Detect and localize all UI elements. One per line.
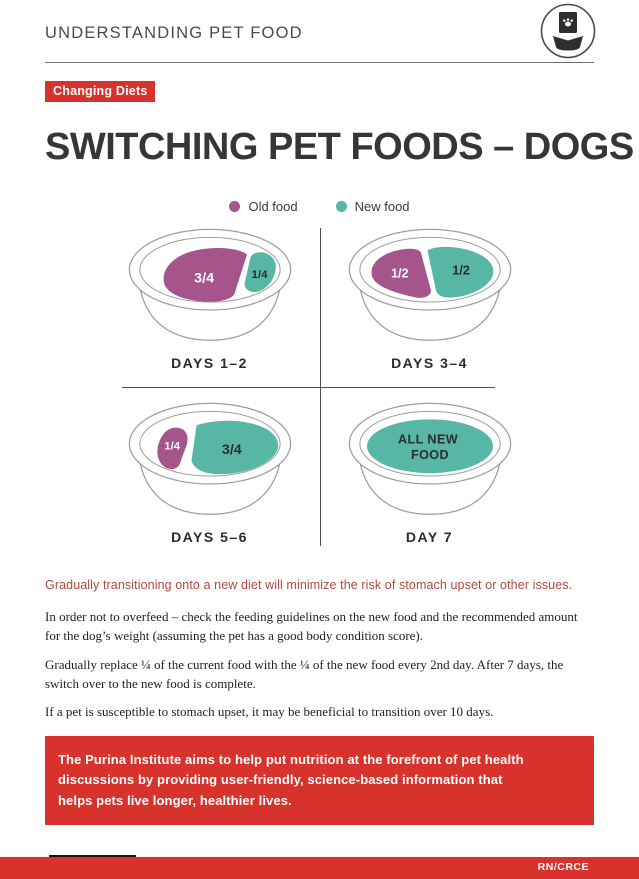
new-fraction-label: 1/2 (452, 264, 470, 278)
all-new-food-label: ALL NEW FOOD (398, 433, 462, 462)
bowl-label: DAYS 3–4 (391, 355, 468, 371)
body-copy: In order not to overfeed – check the fee… (45, 608, 594, 722)
footer-bar: RN/CRCE (0, 857, 639, 879)
bowl-illustration: 1/2 1/2 (348, 228, 511, 341)
bowl-illustration: 3/4 1/4 (128, 228, 291, 341)
new-fraction-label: 3/4 (221, 442, 241, 458)
callout-box: The Purina Institute aims to help put nu… (45, 736, 594, 825)
new-fraction-label: 1/4 (251, 269, 267, 281)
lead-text: Gradually transitioning onto a new diet … (45, 578, 573, 592)
page-title: SWITCHING PET FOODS – DOGS (45, 126, 634, 168)
new-food-portion (426, 246, 493, 298)
body-paragraph: Gradually replace ¼ of the current food … (45, 656, 564, 691)
bowl-diagram-days-3-4: 1/2 1/2 DAYS 3–4 (320, 226, 540, 374)
legend: Old food New food (0, 199, 639, 214)
new-food-portion (243, 252, 276, 293)
bowl-label: DAYS 1–2 (171, 355, 248, 371)
old-food-portion (370, 248, 431, 298)
body-paragraph: If a pet is susceptible to stomach upset… (45, 704, 494, 720)
section-badge: Changing Diets (45, 81, 156, 102)
old-fraction-label: 1/4 (164, 441, 180, 453)
legend-item-new-food: New food (335, 199, 410, 214)
body-paragraph: In order not to overfeed – check the fee… (45, 609, 578, 643)
header-divider (45, 62, 594, 63)
new-food-portion (366, 419, 493, 474)
old-food-portion (163, 248, 247, 302)
header-title: UNDERSTANDING PET FOOD (45, 24, 303, 42)
bowl-illustration: 1/4 3/4 (128, 402, 291, 515)
old-food-swatch-icon (229, 201, 241, 212)
old-fraction-label: 1/2 (391, 266, 409, 280)
bowl-illustration: ALL NEW FOOD (348, 402, 511, 515)
new-food-swatch-icon (335, 201, 347, 212)
bowl-diagram-day-7: ALL NEW FOOD DAY 7 (320, 400, 540, 548)
grid-divider-horizontal (121, 387, 495, 388)
bowl-label: DAYS 5–6 (171, 529, 248, 545)
bowl-label: DAY 7 (405, 529, 454, 545)
new-food-portion (191, 420, 278, 475)
legend-new-label: New food (354, 199, 410, 214)
header: UNDERSTANDING PET FOOD (0, 0, 639, 62)
legend-old-label: Old food (248, 199, 298, 214)
footer-code: RN/CRCE (537, 861, 589, 873)
old-fraction-label: 3/4 (194, 270, 214, 286)
bowl-diagram-grid: 3/4 1/4 DAYS 1–2 1/2 1/2 DAYS 3–4 (100, 226, 540, 548)
bowl-diagram-days-1-2: 3/4 1/4 DAYS 1–2 (100, 226, 320, 374)
old-food-portion (156, 427, 188, 470)
legend-item-old-food: Old food (229, 199, 298, 214)
bowl-diagram-days-5-6: 1/4 3/4 DAYS 5–6 (100, 400, 320, 548)
pet-food-bag-bowl-icon (539, 2, 597, 65)
